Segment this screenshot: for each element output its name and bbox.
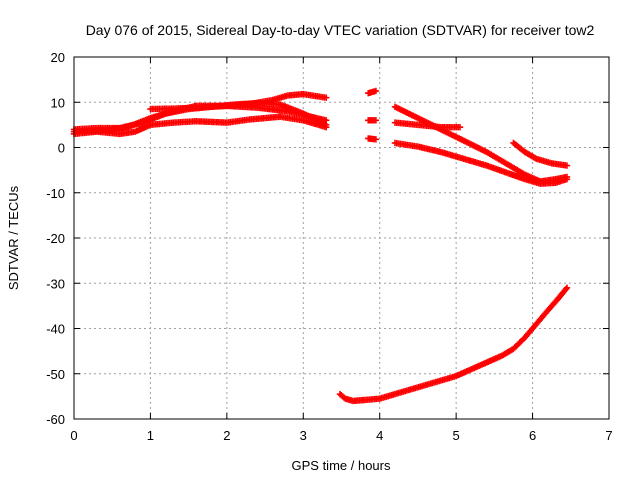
y-tick-label: -60 [46,412,65,427]
series-arc-12 [336,284,571,405]
data-point [563,284,571,291]
x-axis-label: GPS time / hours [292,458,391,473]
series-arc-4 [147,102,330,124]
y-tick-label: -10 [46,186,65,201]
x-tick-label: 1 [147,428,154,443]
axis-ticks: 0 1 2 3 4 5 6 7 -60 -50 -40 -30 -20 -10 0 10 20 [46,50,612,443]
series-arc-11 [510,139,571,169]
y-tick-label: -30 [46,276,65,291]
data-marks [70,87,571,405]
data-point [372,136,380,143]
series-arc-7 [365,135,380,143]
series-arc-10 [391,139,571,187]
x-tick-label: 7 [605,428,612,443]
y-axis-label: SDTVAR / TECUs [6,185,21,290]
series-arc-5 [365,87,380,97]
data-point [323,94,330,101]
y-tick-label: -20 [46,231,65,246]
x-tick-label: 6 [529,428,536,443]
y-tick-label: 0 [58,141,65,156]
data-point [456,123,464,131]
series-arc-6 [365,117,380,124]
chart-title: Day 076 of 2015, Sidereal Day-to-day VTE… [86,22,595,38]
x-tick-label: 2 [223,428,230,443]
data-point [323,117,330,124]
data-point [563,175,571,183]
data-point [372,117,380,124]
y-tick-label: -50 [46,367,65,382]
x-tick-label: 5 [453,428,460,443]
y-tick-label: -40 [46,322,65,337]
data-point [563,162,571,169]
x-tick-label: 4 [376,428,383,443]
data-point [562,285,570,293]
y-tick-label: 10 [51,95,65,110]
x-tick-label: 0 [70,428,77,443]
x-tick-label: 3 [300,428,307,443]
data-point [372,87,380,95]
y-tick-label: 20 [51,50,65,65]
